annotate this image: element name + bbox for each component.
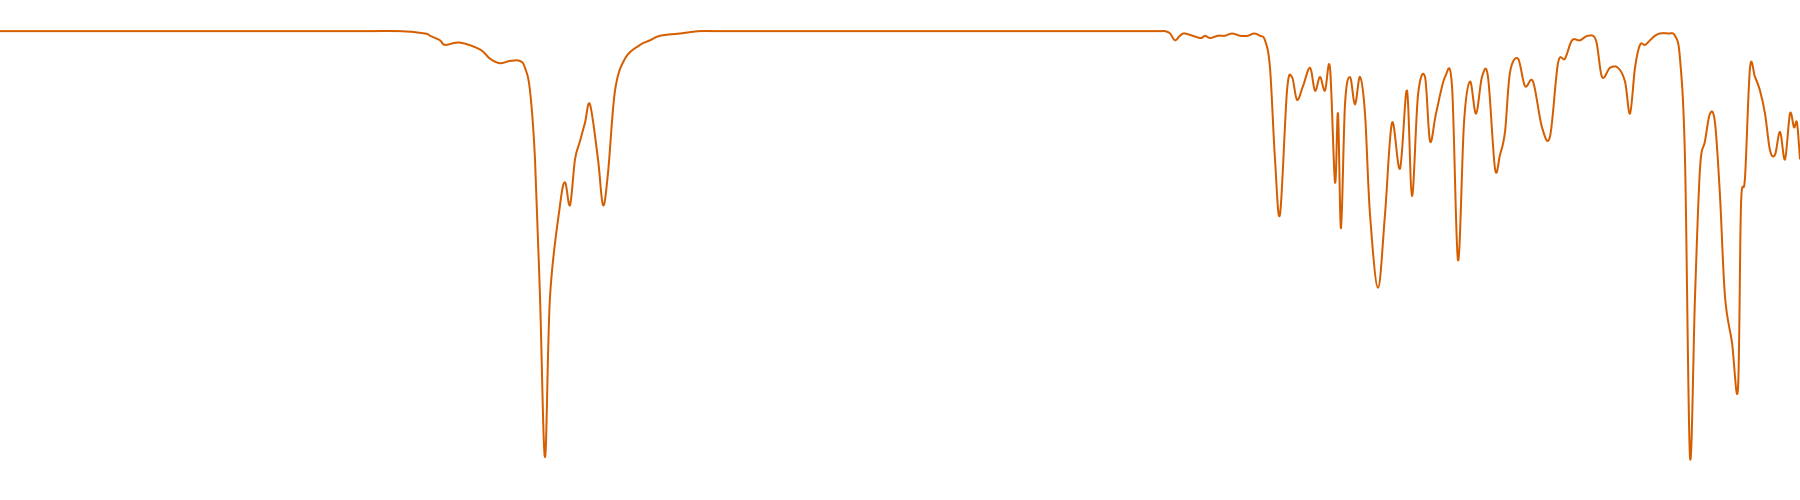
- series-layer: [0, 29, 1800, 461]
- series-line-0: [0, 29, 1800, 461]
